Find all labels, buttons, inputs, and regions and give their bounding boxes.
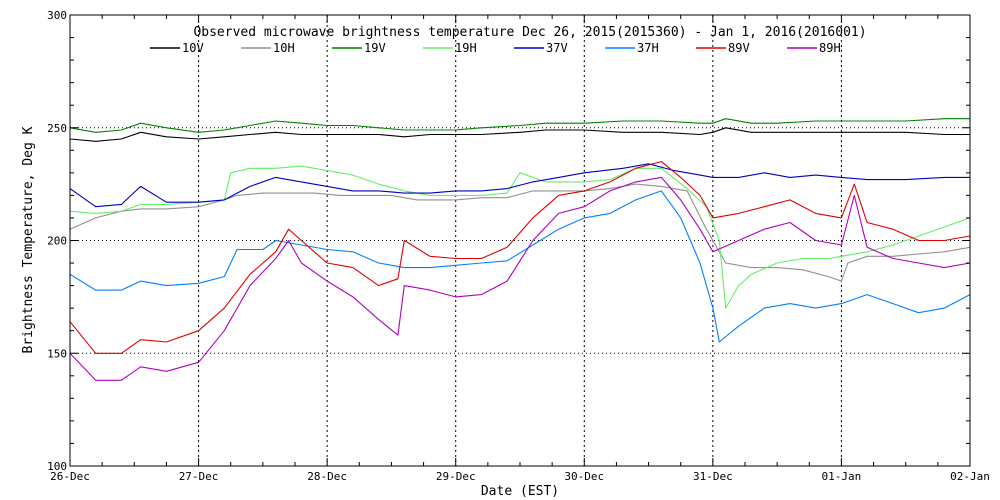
series-line-37h <box>69 190 971 343</box>
chart-legend: 10V 10H 19V 19H 37V 37H 89V 89H <box>150 41 841 55</box>
y-tick-label: 100 <box>47 460 67 473</box>
series-line-89v <box>69 161 971 354</box>
y-tick-label: 200 <box>47 235 67 248</box>
series-line-89h <box>69 176 971 381</box>
legend-label: 10H <box>273 41 295 55</box>
y-tick-label: 150 <box>47 347 67 360</box>
series-line-37v <box>69 163 970 208</box>
series-line-19v <box>69 118 970 133</box>
legend-label: 89H <box>819 41 841 55</box>
series-line-10v <box>69 127 970 142</box>
x-tick-label: 02-Jan <box>950 470 990 483</box>
legend-label: 89V <box>728 41 750 55</box>
legend-label: 19H <box>455 41 477 55</box>
y-axis-label: Brightness Temperature, Deg K <box>21 126 36 353</box>
legend-label: 10V <box>182 41 204 55</box>
y-tick-label: 300 <box>47 9 67 22</box>
x-tick-label: 27-Dec <box>179 470 219 483</box>
x-tick-label: 01-Jan <box>822 470 862 483</box>
chart-grid <box>70 15 970 466</box>
x-tick-label: 26-Dec <box>50 470 90 483</box>
chart-title: Observed microwave brightness temperatur… <box>193 25 866 40</box>
y-tick-label: 250 <box>47 122 67 135</box>
x-tick-label: 31-Dec <box>693 470 733 483</box>
x-tick-label: 29-Dec <box>436 470 476 483</box>
x-axis-label: Date (EST) <box>481 484 559 499</box>
legend-label: 37H <box>637 41 659 55</box>
x-tick-label: 30-Dec <box>564 470 604 483</box>
legend-label: 19V <box>364 41 386 55</box>
y-axis: 100 150 200 250 300 <box>47 9 970 473</box>
x-tick-label: 28-Dec <box>307 470 347 483</box>
x-axis: 26-Dec 27-Dec 28-Dec 29-Dec 30-Dec 31-Dec 01-J… <box>50 15 990 483</box>
legend-label: 37V <box>546 41 568 55</box>
series-layer <box>69 118 971 381</box>
series-line-19h <box>69 165 971 309</box>
